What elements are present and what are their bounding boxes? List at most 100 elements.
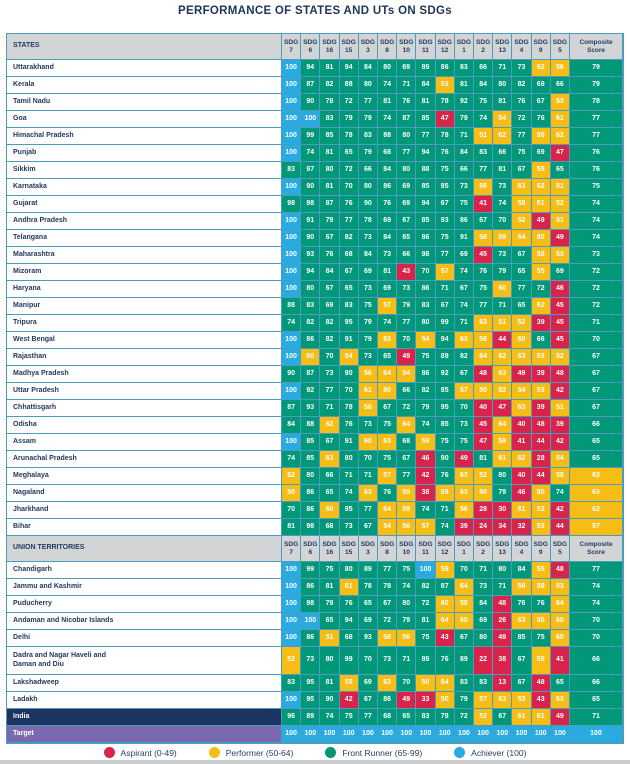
score-cell-mizoram-sdg-8: 81	[378, 264, 398, 281]
score-cell-ladakh-sdg-1: 79	[454, 692, 474, 709]
score-cell-sikkim-sdg-12: 75	[435, 162, 455, 179]
legend-label-achiever: Achiever (100)	[471, 747, 527, 758]
score-cell-dadra-and-nagar-haveli-and-daman-and-diu-sdg-8: 73	[378, 647, 398, 675]
score-cell-madhya-pradesh-sdg-1: 67	[454, 366, 474, 383]
score-cell-jharkhand-composite-score: 62	[570, 502, 623, 519]
score-cell-puducherry-sdg-9: 76	[531, 596, 551, 613]
score-cell-kerala-sdg-15: 88	[339, 77, 359, 94]
score-cell-kerala-sdg-11: 84	[416, 77, 436, 94]
table-row-kerala: Kerala 100 87 82 88 80 74 71 84 53 81 84 80 82 69 66 79	[7, 77, 623, 94]
score-cell-jammu-and-kashmir-sdg-6: 86	[301, 579, 321, 596]
score-cell-gujarat-sdg-10: 69	[397, 196, 417, 213]
score-cell-uttar-pradesh-sdg-4: 54	[512, 383, 532, 400]
score-cell-uttarakhand-composite-score: 79	[570, 60, 623, 77]
score-cell-puducherry-sdg-16: 79	[320, 596, 340, 613]
score-cell-arunachal-pradesh-sdg-13: 61	[493, 451, 513, 468]
score-cell-nagaland-sdg-16: 65	[320, 485, 340, 502]
score-cell-jharkhand-sdg-6: 86	[301, 502, 321, 519]
score-cell-telangana-sdg-11: 86	[416, 230, 436, 247]
score-cell-tripura-sdg-5: 45	[550, 315, 570, 332]
score-cell-bihar-sdg-9: 53	[531, 519, 551, 536]
score-cell-manipur-sdg-4: 65	[512, 298, 532, 315]
score-cell-delhi-sdg-16: 51	[320, 630, 340, 647]
score-cell-manipur-sdg-12: 67	[435, 298, 455, 315]
score-cell-chhattisgarh-sdg-1: 70	[454, 400, 474, 417]
score-cell-telangana-sdg-5: 49	[550, 230, 570, 247]
row-label-andhra-pradesh: Andhra Pradesh	[7, 213, 282, 230]
score-cell-chhattisgarh-composite-score: 67	[570, 400, 623, 417]
score-cell-odisha-sdg-3: 73	[358, 417, 378, 434]
score-cell-kerala-sdg-6: 87	[301, 77, 321, 94]
score-cell-jammu-and-kashmir-sdg-8: 78	[378, 579, 398, 596]
score-cell-rajasthan-sdg-15: 54	[339, 349, 359, 366]
score-cell-gujarat-sdg-9: 61	[531, 196, 551, 213]
score-cell-sikkim-sdg-3: 66	[358, 162, 378, 179]
score-cell-nagaland-sdg-2: 60	[474, 485, 494, 502]
score-cell-punjab-sdg-7: 100	[282, 145, 302, 162]
score-cell-target-sdg-15: 100	[339, 726, 359, 743]
score-cell-puducherry-sdg-8: 67	[378, 596, 398, 613]
score-cell-madhya-pradesh-sdg-8: 64	[378, 366, 398, 383]
score-cell-andaman-and-nicobar-islands-sdg-12: 64	[435, 613, 455, 630]
column-header-sdg-13: SDG 13	[493, 34, 513, 60]
score-cell-meghalaya-sdg-8: 57	[378, 468, 398, 485]
column-header-sdg-6: SDG 6	[301, 34, 321, 60]
score-cell-maharashtra-composite-score: 73	[570, 247, 623, 264]
score-cell-tamil-nadu-sdg-6: 90	[301, 94, 321, 111]
score-cell-punjab-sdg-4: 75	[512, 145, 532, 162]
row-label-uttar-pradesh: Uttar Pradesh	[7, 383, 282, 400]
score-cell-india-sdg-1: 72	[454, 709, 474, 726]
column-header-sdg-15: SDG 15	[339, 34, 359, 60]
score-cell-uttar-pradesh-sdg-1: 57	[454, 383, 474, 400]
legend-dot-achiever-icon	[454, 747, 466, 758]
score-cell-west-bengal-sdg-15: 91	[339, 332, 359, 349]
score-cell-jharkhand-sdg-16: 60	[320, 502, 340, 519]
table-row-telangana: Telangana 100 90 67 82 73 84 65 86 75 91 58 59 64 60 49…	[7, 230, 623, 247]
score-cell-mizoram-sdg-13: 79	[493, 264, 513, 281]
score-cell-uttar-pradesh-sdg-6: 92	[301, 383, 321, 400]
score-cell-mizoram-sdg-10: 43	[397, 264, 417, 281]
score-cell-dadra-and-nagar-haveli-and-daman-and-diu-sdg-3: 70	[358, 647, 378, 675]
row-label-haryana: Haryana	[7, 281, 282, 298]
score-cell-india-composite-score: 71	[570, 709, 623, 726]
score-cell-punjab-sdg-6: 74	[301, 145, 321, 162]
score-cell-manipur-composite-score: 72	[570, 298, 623, 315]
score-cell-telangana-sdg-3: 73	[358, 230, 378, 247]
row-label-target: Target	[7, 726, 282, 743]
row-label-odisha: Odisha	[7, 417, 282, 434]
score-cell-india-sdg-8: 68	[378, 709, 398, 726]
score-cell-mizoram-sdg-4: 65	[512, 264, 532, 281]
score-cell-assam-sdg-11: 59	[416, 434, 436, 451]
score-cell-tripura-sdg-10: 77	[397, 315, 417, 332]
score-cell-ladakh-sdg-12: 50	[435, 692, 455, 709]
row-label-goa: Goa	[7, 111, 282, 128]
score-cell-dadra-and-nagar-haveli-and-daman-and-diu-sdg-1: 89	[454, 647, 474, 675]
score-cell-mizoram-sdg-3: 69	[358, 264, 378, 281]
row-label-west-bengal: West Bengal	[7, 332, 282, 349]
table-row-meghalaya: Meghalaya 62 80 66 71 71 57 77 42 76 63 52 80 40 44 58 6…	[7, 468, 623, 485]
score-cell-mizoram-sdg-9: 55	[531, 264, 551, 281]
score-cell-kerala-sdg-1: 81	[454, 77, 474, 94]
score-cell-arunachal-pradesh-sdg-2: 81	[474, 451, 494, 468]
score-cell-ladakh-sdg-9: 43	[531, 692, 551, 709]
score-cell-bihar-sdg-1: 39	[454, 519, 474, 536]
score-cell-meghalaya-sdg-4: 40	[512, 468, 532, 485]
score-cell-tamil-nadu-sdg-9: 67	[531, 94, 551, 111]
row-label-madhya-pradesh: Madhya Pradesh	[7, 366, 282, 383]
score-cell-dadra-and-nagar-haveli-and-daman-and-diu-sdg-4: 67	[512, 647, 532, 675]
column-header-sdg-6: SDG 6	[301, 536, 321, 562]
table-row-punjab: Punjab 100 74 81 65 79 68 77 94 76 84 83 66 75 69 47 76	[7, 145, 623, 162]
score-cell-goa-sdg-13: 54	[493, 111, 513, 128]
score-cell-india-sdg-12: 78	[435, 709, 455, 726]
score-cell-tamil-nadu-sdg-4: 76	[512, 94, 532, 111]
score-cell-himachal-pradesh-sdg-11: 77	[416, 128, 436, 145]
score-cell-gujarat-sdg-16: 87	[320, 196, 340, 213]
score-cell-meghalaya-sdg-15: 71	[339, 468, 359, 485]
score-cell-rajasthan-sdg-10: 49	[397, 349, 417, 366]
score-cell-mizoram-composite-score: 72	[570, 264, 623, 281]
table-row-ladakh: Ladakh 100 95 90 42 67 86 49 33 50 79 57 63 53 43 63 65	[7, 692, 623, 709]
score-cell-sikkim-sdg-5: 65	[550, 162, 570, 179]
score-cell-karnataka-sdg-5: 51	[550, 179, 570, 196]
row-label-tamil-nadu: Tamil Nadu	[7, 94, 282, 111]
